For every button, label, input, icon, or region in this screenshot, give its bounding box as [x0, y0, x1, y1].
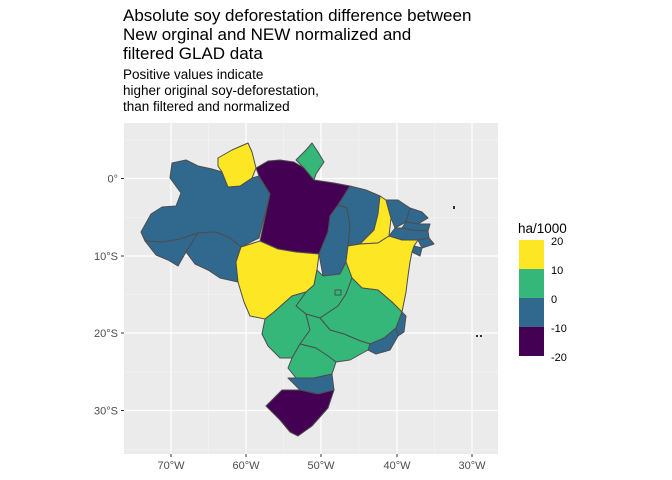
- legend-label: -10: [551, 323, 567, 335]
- y-tick-label: 30°S: [94, 406, 118, 418]
- x-axis: 70°W 60°W 50°W 40°W 30°W: [157, 454, 486, 472]
- legend-swatch: [519, 240, 544, 269]
- region-rio-grande-do-sul: [265, 389, 335, 437]
- legend-swatch: [519, 327, 544, 356]
- map-subtitle: Positive values indicate higher original…: [123, 67, 319, 114]
- y-tick-label: 20°S: [94, 328, 118, 340]
- legend: ha/1000 20 10 0 -10 -20: [518, 221, 567, 364]
- offshore-islands: [453, 206, 482, 337]
- x-tick-label: 50°W: [307, 460, 335, 472]
- region-distrito-federal: [334, 289, 342, 296]
- region-rio-de-janeiro: [367, 327, 399, 355]
- legend-label: 20: [551, 236, 563, 248]
- x-tick-label: 70°W: [157, 460, 185, 472]
- region-alagoas: [417, 237, 435, 249]
- legend-swatch: [519, 298, 544, 327]
- region-parana: [287, 343, 337, 379]
- x-tick-label: 30°W: [458, 460, 486, 472]
- legend-label: 10: [551, 265, 563, 277]
- y-axis: 0° 10°S 20°S 30°S: [94, 174, 124, 418]
- x-tick-label: 40°W: [383, 460, 411, 472]
- x-tick-label: 60°W: [232, 460, 260, 472]
- y-tick-label: 10°S: [94, 251, 118, 263]
- map-title: Absolute soy deforestation difference be…: [123, 6, 472, 63]
- legend-title: ha/1000: [518, 221, 567, 236]
- legend-swatch: [519, 269, 544, 298]
- y-tick-label: 0°: [107, 174, 118, 186]
- region-amapa: [295, 142, 325, 181]
- region-rio-grande-do-norte: [405, 207, 429, 225]
- legend-label: 0: [551, 294, 557, 306]
- legend-label: -20: [551, 352, 567, 364]
- region-roraima: [217, 142, 257, 188]
